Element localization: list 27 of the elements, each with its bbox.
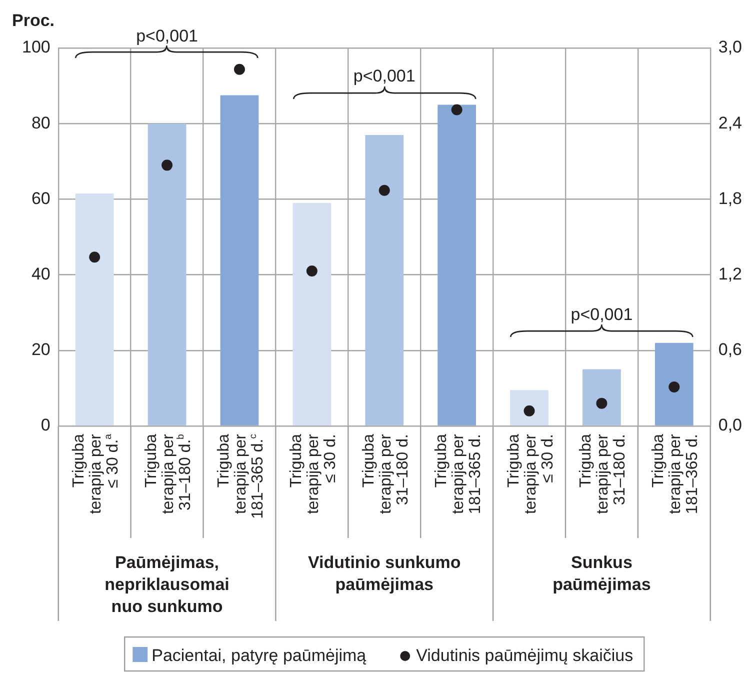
y2-tick-label: 3,0	[718, 38, 742, 57]
y2-tick-label: 1,8	[718, 188, 742, 208]
y-tick-label: 100	[22, 38, 50, 57]
x-tick-label: Triguba terapija per 31–180 d.	[360, 433, 412, 514]
legend-label: Pacientai, patyrę paūmėjimą	[152, 646, 367, 665]
x-tick-label: Triguba terapija per 31–180 d.	[578, 433, 629, 514]
y-tick-label: 20	[31, 340, 50, 360]
y2-tick-label: 1,2	[718, 264, 742, 284]
text: Paūmėjimas, nepriklausomai nuo sunkumo	[104, 553, 230, 616]
annotation: p<0,001	[353, 66, 416, 86]
legend-label: Vidutinis paūmėjimų skaičius	[416, 646, 634, 665]
y-tick-label: 80	[31, 113, 50, 132]
y2-tick-label: 0,0	[718, 416, 742, 435]
y-tick-label: 40	[31, 264, 50, 284]
text: Sunkus paūmėjimas	[552, 553, 651, 594]
y-tick-label: 60	[31, 188, 50, 208]
x-tick-label: Triguba terapija per ≤ 30 d.	[505, 433, 556, 514]
x-tick-label: Triguba terapija per 181–365 d.	[650, 433, 702, 514]
x-tick-label: Triguba terapija per ≤ 30 d.	[288, 433, 339, 514]
text: p<0,001	[136, 26, 198, 46]
annotation: p<0,001	[570, 304, 633, 324]
y-axis-title: Proc.	[12, 11, 55, 30]
y2-tick-label: 0,6	[718, 340, 742, 360]
text: Vidutinio sunkumo paūmėjimas	[308, 553, 461, 594]
y-tick-label: 0	[40, 416, 50, 435]
x-tick-label: Triguba terapija per 181–365 d.	[432, 433, 484, 514]
y2-tick-label: 2,4	[718, 113, 742, 132]
